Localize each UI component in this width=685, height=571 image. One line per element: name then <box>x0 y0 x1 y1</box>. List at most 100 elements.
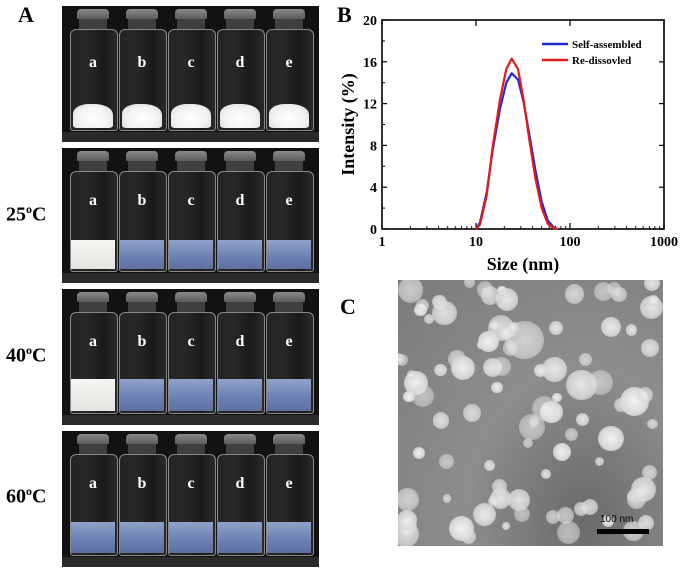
vial-label-c: c <box>187 475 195 492</box>
clear-blue-solution <box>218 522 262 553</box>
nanoparticle <box>478 330 499 352</box>
vial-cap <box>175 292 207 302</box>
vial-cap <box>273 9 305 19</box>
dls-size-chart: 0 4 8 12 16 20 1 10 100 1000 Size (nm) Intensity (%… <box>338 14 678 275</box>
vial-cap <box>175 9 207 19</box>
nanoparticle <box>595 456 605 467</box>
nanoparticle <box>579 352 593 366</box>
nanoparticle <box>637 386 653 403</box>
vial-cap <box>273 434 305 444</box>
powder-sample <box>269 104 309 128</box>
nanoparticle <box>488 496 499 507</box>
series-line-self-assembled <box>475 72 559 231</box>
nanoparticle <box>398 280 424 303</box>
clear-blue-solution <box>267 522 311 553</box>
series-line-re-dissolved <box>475 57 559 231</box>
nanoparticle <box>602 514 615 527</box>
vial-cap <box>126 434 158 444</box>
x-tick-label: 10 <box>469 235 483 250</box>
clear-blue-solution <box>169 240 213 269</box>
temp-label-25: 25oC <box>6 202 47 226</box>
nanoparticle <box>588 369 614 395</box>
nanoparticle <box>556 506 574 525</box>
clear-blue-solution <box>120 522 164 553</box>
x-tick-label: 1 <box>379 235 386 250</box>
nanoparticle <box>625 324 638 336</box>
nanoparticle <box>647 294 659 306</box>
nanoparticle <box>442 494 452 503</box>
vial-cap <box>77 434 109 444</box>
vial-cap <box>77 9 109 19</box>
vial-cap <box>224 292 256 302</box>
vial-label-d: d <box>235 333 245 350</box>
turbid-solution <box>71 240 115 269</box>
vial-label-c: c <box>187 54 195 71</box>
clear-blue-solution <box>120 240 164 269</box>
vial-label-a: a <box>89 54 97 71</box>
y-tick-label: 0 <box>370 223 377 238</box>
nanoparticle <box>564 427 578 441</box>
vial-label-b: b <box>137 54 147 71</box>
nanoparticle <box>411 385 434 408</box>
vial-cap <box>77 151 109 161</box>
nanoparticle <box>522 437 534 449</box>
clear-blue-solution <box>120 379 164 411</box>
nanoparticle <box>423 314 434 325</box>
nanoparticle <box>463 403 482 422</box>
nanoparticle <box>502 522 511 531</box>
clear-blue-solution <box>169 379 213 411</box>
nanoparticle <box>541 468 551 479</box>
vial-label-a: a <box>89 475 97 492</box>
vial-label-e: e <box>285 475 293 492</box>
nanoparticle <box>403 390 415 403</box>
panel-b-letter: B <box>337 2 352 27</box>
nanoparticle <box>489 321 499 331</box>
clear-blue-solution <box>218 379 262 411</box>
nanoparticle <box>472 503 496 527</box>
vial-label-b: b <box>137 192 147 209</box>
vial-label-a: a <box>89 192 97 209</box>
vial-cap <box>273 292 305 302</box>
vial-photo-25c: a b c d e <box>62 148 319 283</box>
y-tick-label: 4 <box>370 181 377 196</box>
vial-cap <box>175 434 207 444</box>
vial-label-d: d <box>235 475 245 492</box>
nanoparticle <box>575 413 589 427</box>
powder-sample <box>171 104 211 128</box>
turbid-solution <box>71 379 115 411</box>
nanoparticle <box>432 300 457 326</box>
clear-blue-solution <box>169 522 213 553</box>
nanoparticle <box>483 460 496 472</box>
vial-photo-powder: a b c d e <box>62 6 319 142</box>
scale-bar <box>597 529 649 534</box>
nanoparticle <box>492 357 511 376</box>
nanoparticle <box>463 280 476 288</box>
vial-cap <box>175 151 207 161</box>
nanoparticle <box>564 284 585 304</box>
powder-sample <box>220 104 260 128</box>
nanoparticle <box>548 320 563 335</box>
y-axis-label: Intensity (%) <box>338 73 359 176</box>
powder-sample <box>122 104 162 128</box>
nanoparticle <box>574 502 588 517</box>
clear-blue-solution <box>71 522 115 553</box>
vial-label-c: c <box>187 192 195 209</box>
clear-blue-solution <box>267 240 311 269</box>
x-tick-label: 1000 <box>650 235 678 250</box>
x-tick-label: 100 <box>560 235 581 250</box>
nanoparticle <box>398 353 405 365</box>
nanoparticle <box>507 321 519 333</box>
vial-label-b: b <box>137 333 147 350</box>
vial-cap <box>126 9 158 19</box>
nanoparticle <box>594 282 613 301</box>
y-tick-label: 20 <box>363 14 377 29</box>
y-tick-label: 8 <box>370 139 377 154</box>
panel-c-letter: C <box>340 294 356 319</box>
nanoparticle <box>553 443 572 462</box>
nanoparticle <box>637 515 655 532</box>
nanoparticle <box>432 412 450 429</box>
x-axis-label: Size (nm) <box>487 254 559 275</box>
nanoparticle <box>641 465 657 481</box>
panel-a-letter: A <box>18 2 34 27</box>
clear-blue-solution <box>218 240 262 269</box>
